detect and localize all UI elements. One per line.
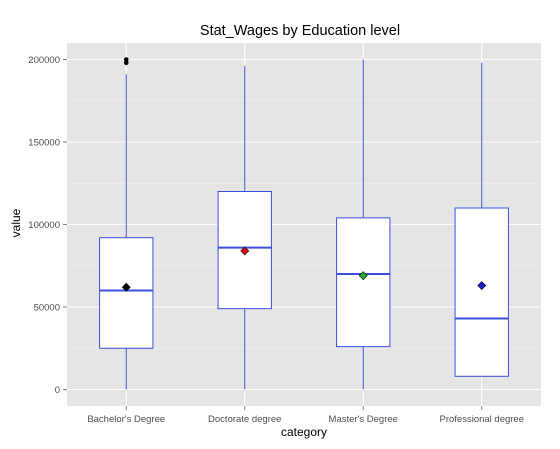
y-tick-label: 50000 xyxy=(34,303,60,314)
box-professional-degree xyxy=(454,62,509,377)
box-bachelor-s-degree xyxy=(99,57,154,390)
outlier-point xyxy=(123,57,129,62)
outlier-point xyxy=(123,60,129,66)
box-doctorate-degree xyxy=(217,66,272,390)
mean-marker xyxy=(240,246,250,256)
x-tick-label: Master's Degree xyxy=(329,414,398,425)
x-tick-label: Professional degree xyxy=(440,414,525,425)
x-tick-label: Doctorate degree xyxy=(208,414,281,425)
x-axis-ticks: Bachelor's Degree Doctorate degree Master'… xyxy=(87,406,524,425)
mean-marker xyxy=(477,281,487,290)
box-series xyxy=(99,57,509,390)
mean-marker xyxy=(121,282,131,292)
box-master-s-degree xyxy=(336,59,391,390)
mean-marker xyxy=(358,271,368,281)
box-iqr xyxy=(99,237,154,349)
y-tick-label: 200000 xyxy=(28,55,60,66)
x-tick-label: Bachelor's Degree xyxy=(87,414,165,425)
x-axis-title: category xyxy=(281,425,327,439)
y-tick-label: 100000 xyxy=(28,220,60,231)
y-tick-label: 0 xyxy=(55,385,60,396)
chart-title: Stat_Wages by Education level xyxy=(200,23,400,39)
box-iqr xyxy=(454,207,509,377)
box-iqr xyxy=(336,217,391,348)
y-axis-title: value xyxy=(9,208,23,237)
y-tick-label: 150000 xyxy=(28,138,60,149)
y-axis-ticks: 0 50000 100000 150000 200000 xyxy=(28,55,67,396)
